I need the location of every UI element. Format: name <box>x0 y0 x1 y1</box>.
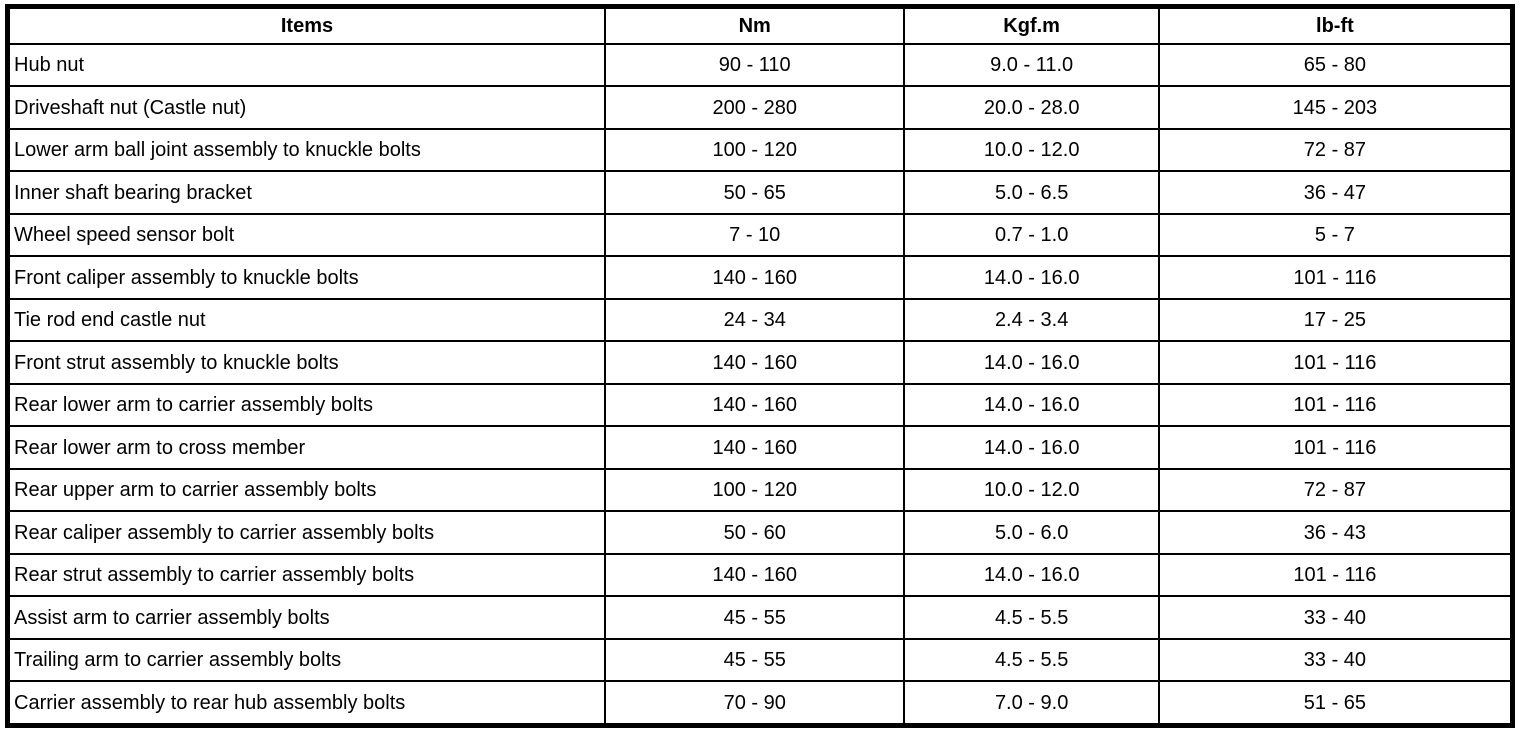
torque-value-cell: 101 - 116 <box>1157 552 1514 598</box>
torque-value-cell: 14.0 - 16.0 <box>903 552 1160 598</box>
item-name-cell: Rear strut assembly to carrier assembly … <box>6 552 606 598</box>
item-name-cell: Assist arm to carrier assembly bolts <box>6 595 606 640</box>
table-row: Rear lower arm to carrier assembly bolts… <box>6 382 1514 428</box>
torque-value-cell: 100 - 120 <box>603 467 906 513</box>
item-name-cell: Rear upper arm to carrier assembly bolts <box>6 467 606 513</box>
table-row: Rear strut assembly to carrier assembly … <box>6 552 1514 598</box>
item-name-cell: Hub nut <box>6 42 606 88</box>
torque-value-cell: 140 - 160 <box>603 382 906 428</box>
torque-value-cell: 36 - 43 <box>1157 510 1514 555</box>
col-header-kgfm: Kgf.m <box>903 5 1160 45</box>
item-name-cell: Tie rod end castle nut <box>6 297 606 343</box>
torque-value-cell: 5.0 - 6.5 <box>903 170 1160 215</box>
torque-value-cell: 9.0 - 11.0 <box>903 42 1160 88</box>
torque-value-cell: 17 - 25 <box>1157 297 1514 343</box>
torque-value-cell: 24 - 34 <box>603 297 906 343</box>
item-name-cell: Carrier assembly to rear hub assembly bo… <box>6 680 606 727</box>
torque-value-cell: 140 - 160 <box>603 425 906 470</box>
torque-value-cell: 10.0 - 12.0 <box>903 127 1160 173</box>
torque-value-cell: 101 - 116 <box>1157 340 1514 385</box>
torque-value-cell: 140 - 160 <box>603 340 906 385</box>
torque-value-cell: 4.5 - 5.5 <box>903 595 1160 640</box>
torque-value-cell: 72 - 87 <box>1157 467 1514 513</box>
torque-value-cell: 2.4 - 3.4 <box>903 297 1160 343</box>
item-name-cell: Rear lower arm to carrier assembly bolts <box>6 382 606 428</box>
torque-value-cell: 140 - 160 <box>603 552 906 598</box>
table-row: Tie rod end castle nut 24 - 34 2.4 - 3.4 17… <box>6 297 1514 343</box>
torque-value-cell: 70 - 90 <box>603 680 906 727</box>
torque-value-cell: 145 - 203 <box>1157 85 1514 130</box>
col-header-items: Items <box>6 5 606 45</box>
table-row: Trailing arm to carrier assembly bolts 45… <box>6 637 1514 683</box>
table-row: Carrier assembly to rear hub assembly bo… <box>6 680 1514 727</box>
torque-value-cell: 100 - 120 <box>603 127 906 173</box>
item-name-cell: Wheel speed sensor bolt <box>6 212 606 258</box>
torque-value-cell: 72 - 87 <box>1157 127 1514 173</box>
torque-value-cell: 65 - 80 <box>1157 42 1514 88</box>
torque-value-cell: 33 - 40 <box>1157 595 1514 640</box>
table-row: Rear caliper assembly to carrier assembl… <box>6 510 1514 555</box>
table-row: Rear upper arm to carrier assembly bolts… <box>6 467 1514 513</box>
col-header-lbft: lb-ft <box>1157 5 1514 45</box>
torque-value-cell: 140 - 160 <box>603 255 906 300</box>
table-row: Lower arm ball joint assembly to knuckle… <box>6 127 1514 173</box>
torque-value-cell: 14.0 - 16.0 <box>903 425 1160 470</box>
torque-value-cell: 101 - 116 <box>1157 382 1514 428</box>
item-name-cell: Rear caliper assembly to carrier assembl… <box>6 510 606 555</box>
torque-value-cell: 101 - 116 <box>1157 425 1514 470</box>
torque-value-cell: 7.0 - 9.0 <box>903 680 1160 727</box>
table-row: Inner shaft bearing bracket 50 - 65 5.0 - … <box>6 170 1514 215</box>
torque-value-cell: 101 - 116 <box>1157 255 1514 300</box>
col-header-nm: Nm <box>603 5 906 45</box>
torque-value-cell: 50 - 65 <box>603 170 906 215</box>
item-name-cell: Front caliper assembly to knuckle bolts <box>6 255 606 300</box>
torque-value-cell: 5.0 - 6.0 <box>903 510 1160 555</box>
table-row: Front caliper assembly to knuckle bolts 1… <box>6 255 1514 300</box>
torque-value-cell: 4.5 - 5.5 <box>903 637 1160 683</box>
item-name-cell: Rear lower arm to cross member <box>6 425 606 470</box>
torque-spec-table: Items Nm Kgf.m lb-ft Hub nut 90 - 110 9.0 … <box>5 4 1515 728</box>
torque-value-cell: 14.0 - 16.0 <box>903 255 1160 300</box>
torque-value-cell: 50 - 60 <box>603 510 906 555</box>
torque-value-cell: 10.0 - 12.0 <box>903 467 1160 513</box>
torque-value-cell: 0.7 - 1.0 <box>903 212 1160 258</box>
torque-value-cell: 33 - 40 <box>1157 637 1514 683</box>
item-name-cell: Lower arm ball joint assembly to knuckle… <box>6 127 606 173</box>
item-name-cell: Trailing arm to carrier assembly bolts <box>6 637 606 683</box>
torque-value-cell: 14.0 - 16.0 <box>903 382 1160 428</box>
table-row: Rear lower arm to cross member 140 - 160 1… <box>6 425 1514 470</box>
table-row: Front strut assembly to knuckle bolts 140… <box>6 340 1514 385</box>
item-name-cell: Driveshaft nut (Castle nut) <box>6 85 606 130</box>
torque-value-cell: 20.0 - 28.0 <box>903 85 1160 130</box>
torque-value-cell: 7 - 10 <box>603 212 906 258</box>
table-row: Driveshaft nut (Castle nut) 200 - 280 20.0… <box>6 85 1514 130</box>
torque-value-cell: 51 - 65 <box>1157 680 1514 727</box>
torque-value-cell: 200 - 280 <box>603 85 906 130</box>
table-row: Assist arm to carrier assembly bolts 45 -… <box>6 595 1514 640</box>
torque-value-cell: 45 - 55 <box>603 595 906 640</box>
torque-value-cell: 36 - 47 <box>1157 170 1514 215</box>
torque-value-cell: 90 - 110 <box>603 42 906 88</box>
table-body: Hub nut 90 - 110 9.0 - 11.0 65 - 80 Drivesha… <box>6 42 1514 727</box>
item-name-cell: Front strut assembly to knuckle bolts <box>6 340 606 385</box>
torque-value-cell: 45 - 55 <box>603 637 906 683</box>
item-name-cell: Inner shaft bearing bracket <box>6 170 606 215</box>
table-row: Wheel speed sensor bolt 7 - 10 0.7 - 1.0 5 … <box>6 212 1514 258</box>
header-row: Items Nm Kgf.m lb-ft <box>6 5 1514 45</box>
torque-value-cell: 14.0 - 16.0 <box>903 340 1160 385</box>
torque-value-cell: 5 - 7 <box>1157 212 1514 258</box>
table-row: Hub nut 90 - 110 9.0 - 11.0 65 - 80 <box>6 42 1514 88</box>
